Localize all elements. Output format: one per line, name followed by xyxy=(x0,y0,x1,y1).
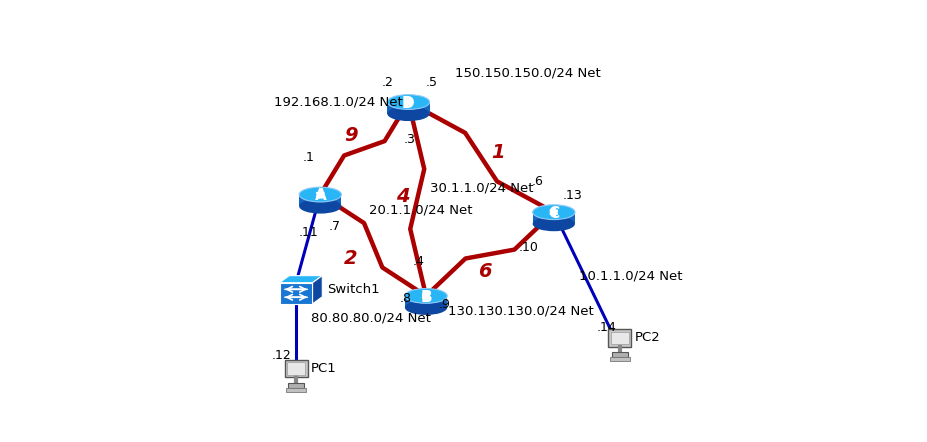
Text: .4: .4 xyxy=(413,255,425,268)
Ellipse shape xyxy=(405,289,447,303)
Polygon shape xyxy=(312,276,323,304)
Text: .5: .5 xyxy=(425,76,438,89)
FancyBboxPatch shape xyxy=(287,362,305,375)
Polygon shape xyxy=(533,212,575,224)
FancyBboxPatch shape xyxy=(608,329,631,347)
Text: 192.168.1.0/24 Net: 192.168.1.0/24 Net xyxy=(274,95,403,109)
FancyBboxPatch shape xyxy=(285,360,308,377)
Text: 130.130.130.0/24 Net: 130.130.130.0/24 Net xyxy=(448,305,594,318)
Text: .12: .12 xyxy=(273,349,292,362)
Text: .6: .6 xyxy=(531,175,543,188)
Text: .2: .2 xyxy=(382,76,394,89)
FancyBboxPatch shape xyxy=(611,332,629,344)
Text: .11: .11 xyxy=(298,225,318,239)
Ellipse shape xyxy=(387,95,429,110)
Text: Switch1: Switch1 xyxy=(326,283,379,296)
Text: .3: .3 xyxy=(404,133,415,146)
FancyBboxPatch shape xyxy=(286,388,306,392)
Text: .13: .13 xyxy=(563,189,583,202)
Text: 10.1.1.0/24 Net: 10.1.1.0/24 Net xyxy=(579,270,682,282)
Text: 150.150.150.0/24 Net: 150.150.150.0/24 Net xyxy=(454,67,601,80)
Ellipse shape xyxy=(299,187,341,202)
FancyBboxPatch shape xyxy=(612,352,629,357)
Text: A: A xyxy=(314,188,326,203)
Polygon shape xyxy=(299,194,341,206)
Ellipse shape xyxy=(405,300,447,315)
Text: 1: 1 xyxy=(491,143,504,162)
Ellipse shape xyxy=(533,217,575,231)
Text: 4: 4 xyxy=(397,187,410,206)
Text: 20.1.1.0/24 Net: 20.1.1.0/24 Net xyxy=(369,203,472,217)
Text: .9: .9 xyxy=(439,298,451,311)
Polygon shape xyxy=(280,276,323,283)
Text: 6: 6 xyxy=(477,262,491,281)
Ellipse shape xyxy=(299,199,341,213)
Polygon shape xyxy=(405,296,447,308)
Text: .8: .8 xyxy=(400,292,412,305)
Polygon shape xyxy=(280,283,312,304)
Text: PC2: PC2 xyxy=(635,331,661,344)
Text: .1: .1 xyxy=(302,151,314,164)
Text: C: C xyxy=(548,206,559,221)
Text: D: D xyxy=(402,95,414,110)
Text: B: B xyxy=(420,290,432,305)
Ellipse shape xyxy=(533,205,575,220)
Polygon shape xyxy=(387,102,429,114)
FancyBboxPatch shape xyxy=(287,383,304,388)
Text: 80.80.80.0/24 Net: 80.80.80.0/24 Net xyxy=(311,312,431,324)
Text: PC1: PC1 xyxy=(311,362,337,375)
Text: 30.1.1.0/24 Net: 30.1.1.0/24 Net xyxy=(430,182,534,194)
Ellipse shape xyxy=(387,106,429,121)
Text: 2: 2 xyxy=(344,249,358,268)
Text: 9: 9 xyxy=(344,126,358,145)
FancyBboxPatch shape xyxy=(610,357,629,361)
Text: .10: .10 xyxy=(519,241,539,254)
Text: .7: .7 xyxy=(329,220,341,233)
Text: .14: .14 xyxy=(597,321,616,334)
